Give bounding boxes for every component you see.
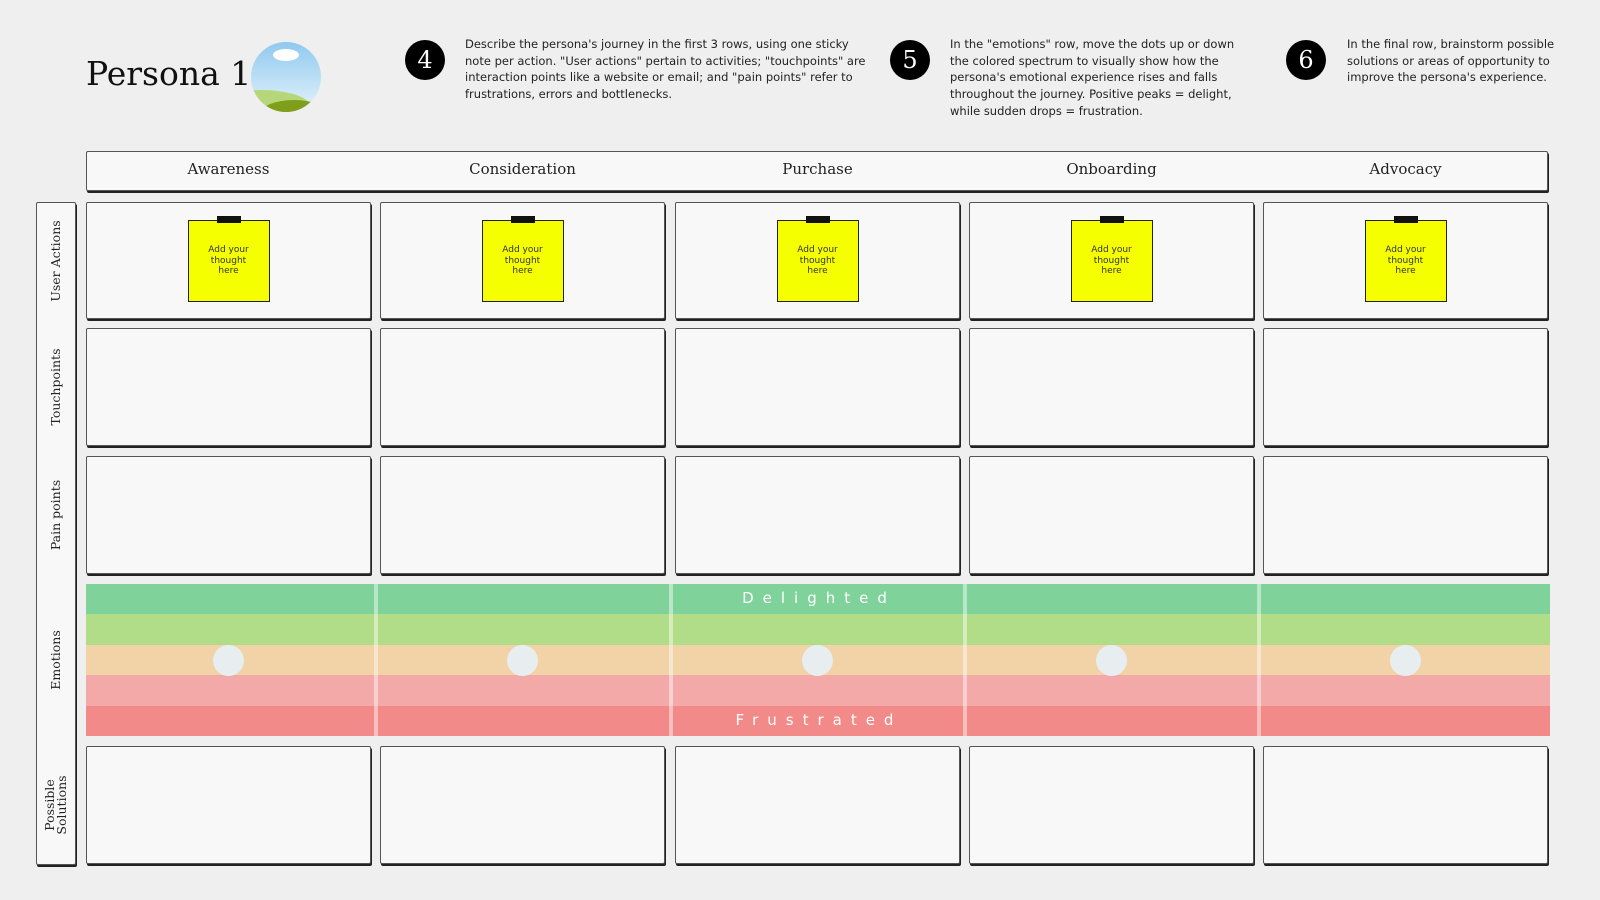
- frustrated-label: Frustrated: [735, 710, 903, 729]
- cell: [675, 328, 960, 446]
- cell: [969, 328, 1254, 446]
- stage-label: Advocacy: [1369, 160, 1442, 178]
- stage-label: Consideration: [469, 160, 576, 178]
- cell: [1263, 456, 1548, 574]
- step-number: 6: [1286, 40, 1326, 80]
- emotion-dot[interactable]: [507, 644, 538, 676]
- cell: [380, 746, 665, 864]
- emotion-dot[interactable]: [1390, 644, 1421, 676]
- sticky-note[interactable]: Add your thought here: [1070, 220, 1153, 302]
- sticky-tape: [510, 216, 535, 223]
- row-label: Touchpoints: [48, 348, 63, 426]
- column-divider: [963, 584, 967, 736]
- emotion-dot[interactable]: [213, 644, 244, 676]
- cell: [86, 746, 371, 864]
- delighted-label: Delighted: [742, 589, 896, 607]
- cell: [86, 328, 371, 446]
- cell: [380, 328, 665, 446]
- emotion-band: [86, 584, 1550, 615]
- cell: [969, 456, 1254, 574]
- step-number: 5: [890, 40, 930, 80]
- cell: [86, 456, 371, 574]
- sticky-tape: [1393, 216, 1418, 223]
- sticky-note[interactable]: Add your thought here: [481, 220, 564, 302]
- stage-label: Onboarding: [1066, 160, 1157, 178]
- emotion-dot[interactable]: [802, 644, 833, 676]
- emotion-band: [86, 705, 1550, 737]
- column-divider: [374, 584, 378, 736]
- emotion-band: [86, 614, 1550, 646]
- cell: [675, 456, 960, 574]
- instruction-text: In the final row, brainstorm possible so…: [1347, 37, 1555, 85]
- title: Persona 1: [86, 54, 252, 93]
- row-label: User Actions: [48, 219, 63, 302]
- stage-header-bar: [86, 151, 1548, 191]
- step-number: 4: [405, 40, 445, 80]
- emotion-band: [86, 675, 1550, 707]
- sticky-note[interactable]: Add your thought here: [187, 220, 270, 302]
- stage-label: Awareness: [187, 160, 270, 178]
- row-label: Possible Solutions: [42, 775, 69, 835]
- column-divider: [1257, 584, 1261, 736]
- row-label: Emotions: [48, 630, 63, 690]
- sticky-tape: [805, 216, 830, 223]
- instruction-text: In the "emotions" row, move the dots up …: [950, 37, 1235, 118]
- persona-icon: [251, 42, 321, 112]
- sticky-note[interactable]: Add your thought here: [1364, 220, 1447, 302]
- instruction-text: Describe the persona's journey in the fi…: [465, 37, 866, 102]
- cell: [969, 746, 1254, 864]
- row-label-rail: [36, 202, 76, 865]
- column-divider: [669, 584, 673, 736]
- sticky-note[interactable]: Add your thought here: [776, 220, 859, 302]
- sticky-tape: [216, 216, 241, 223]
- cell: [380, 456, 665, 574]
- sticky-tape: [1099, 216, 1124, 223]
- cell: [1263, 328, 1548, 446]
- stage-label: Purchase: [782, 160, 853, 178]
- row-label: Pain points: [48, 479, 63, 551]
- cell: [1263, 746, 1548, 864]
- emotion-dot[interactable]: [1096, 644, 1127, 676]
- cell: [675, 746, 960, 864]
